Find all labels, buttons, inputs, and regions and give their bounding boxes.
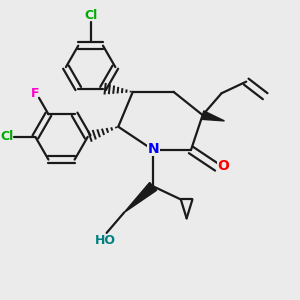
Text: HO: HO <box>95 234 116 247</box>
Polygon shape <box>202 111 224 121</box>
Text: Cl: Cl <box>84 9 97 22</box>
Text: N: N <box>147 142 159 155</box>
Text: F: F <box>30 87 39 100</box>
Text: O: O <box>218 159 230 173</box>
Text: Cl: Cl <box>1 130 14 143</box>
Polygon shape <box>124 182 157 212</box>
